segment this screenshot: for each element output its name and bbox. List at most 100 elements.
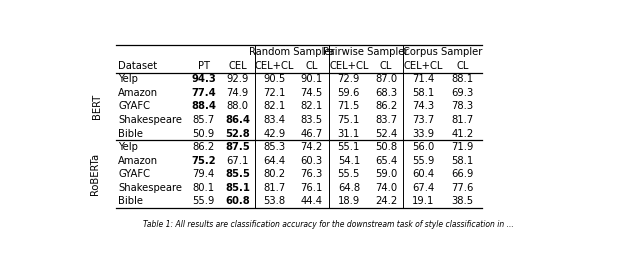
Text: 52.4: 52.4 (375, 129, 397, 139)
Text: Amazon: Amazon (118, 156, 158, 166)
Text: 82.1: 82.1 (301, 102, 323, 111)
Text: GYAFC: GYAFC (118, 102, 150, 111)
Text: 81.7: 81.7 (263, 183, 285, 193)
Text: 77.6: 77.6 (451, 183, 474, 193)
Text: 85.3: 85.3 (264, 142, 285, 152)
Text: 86.2: 86.2 (375, 102, 397, 111)
Text: 72.9: 72.9 (338, 74, 360, 84)
Text: 83.5: 83.5 (301, 115, 323, 125)
Text: 88.1: 88.1 (451, 74, 474, 84)
Text: 58.1: 58.1 (412, 88, 435, 98)
Text: 60.8: 60.8 (225, 196, 250, 206)
Text: 87.0: 87.0 (375, 74, 397, 84)
Text: 58.1: 58.1 (451, 156, 474, 166)
Text: 42.9: 42.9 (263, 129, 285, 139)
Text: Shakespeare: Shakespeare (118, 115, 182, 125)
Text: 59.6: 59.6 (338, 88, 360, 98)
Text: 79.4: 79.4 (193, 169, 214, 179)
Text: 46.7: 46.7 (301, 129, 323, 139)
Text: CL: CL (380, 61, 392, 71)
Text: RoBERTa: RoBERTa (90, 153, 100, 195)
Text: 64.8: 64.8 (338, 183, 360, 193)
Text: 24.2: 24.2 (375, 196, 397, 206)
Text: 53.8: 53.8 (264, 196, 285, 206)
Text: 86.2: 86.2 (193, 142, 214, 152)
Text: 44.4: 44.4 (301, 196, 323, 206)
Text: 77.4: 77.4 (191, 88, 216, 98)
Text: Dataset: Dataset (118, 61, 157, 71)
Text: 67.1: 67.1 (227, 156, 249, 166)
Text: 90.5: 90.5 (263, 74, 285, 84)
Text: 73.7: 73.7 (412, 115, 435, 125)
Text: 74.5: 74.5 (301, 88, 323, 98)
Text: 83.4: 83.4 (264, 115, 285, 125)
Text: 92.9: 92.9 (227, 74, 249, 84)
Text: Bible: Bible (118, 129, 143, 139)
Text: 74.9: 74.9 (227, 88, 248, 98)
Text: 33.9: 33.9 (412, 129, 435, 139)
Text: 81.7: 81.7 (451, 115, 474, 125)
Text: 50.8: 50.8 (375, 142, 397, 152)
Text: 72.1: 72.1 (263, 88, 285, 98)
Text: Corpus Sampler: Corpus Sampler (403, 47, 483, 57)
Text: 56.0: 56.0 (412, 142, 435, 152)
Text: Random Sampler: Random Sampler (249, 47, 335, 57)
Text: 52.8: 52.8 (225, 129, 250, 139)
Text: Bible: Bible (118, 196, 143, 206)
Text: CEL+CL: CEL+CL (255, 61, 294, 71)
Text: 74.3: 74.3 (412, 102, 435, 111)
Text: 74.2: 74.2 (301, 142, 323, 152)
Text: 60.4: 60.4 (412, 169, 435, 179)
Text: 80.2: 80.2 (264, 169, 285, 179)
Text: GYAFC: GYAFC (118, 169, 150, 179)
Text: 54.1: 54.1 (338, 156, 360, 166)
Text: 67.4: 67.4 (412, 183, 435, 193)
Text: 76.3: 76.3 (301, 169, 323, 179)
Text: 38.5: 38.5 (451, 196, 474, 206)
Text: 66.9: 66.9 (451, 169, 474, 179)
Text: PT: PT (198, 61, 209, 71)
Text: 60.3: 60.3 (301, 156, 323, 166)
Text: 41.2: 41.2 (451, 129, 474, 139)
Text: 68.3: 68.3 (375, 88, 397, 98)
Text: 55.1: 55.1 (338, 142, 360, 152)
Text: BERT: BERT (92, 94, 102, 119)
Text: 75.1: 75.1 (338, 115, 360, 125)
Text: 74.0: 74.0 (375, 183, 397, 193)
Text: Yelp: Yelp (118, 74, 138, 84)
Text: 83.7: 83.7 (375, 115, 397, 125)
Text: 18.9: 18.9 (338, 196, 360, 206)
Text: Amazon: Amazon (118, 88, 158, 98)
Text: 50.9: 50.9 (193, 129, 214, 139)
Text: CL: CL (456, 61, 468, 71)
Text: 76.1: 76.1 (300, 183, 323, 193)
Text: 82.1: 82.1 (263, 102, 285, 111)
Text: CEL+CL: CEL+CL (329, 61, 369, 71)
Text: 87.5: 87.5 (225, 142, 250, 152)
Text: 88.0: 88.0 (227, 102, 248, 111)
Text: 71.9: 71.9 (451, 142, 474, 152)
Text: 19.1: 19.1 (412, 196, 435, 206)
Text: Yelp: Yelp (118, 142, 138, 152)
Text: 55.9: 55.9 (192, 196, 214, 206)
Text: 78.3: 78.3 (451, 102, 474, 111)
Text: 64.4: 64.4 (264, 156, 285, 166)
Text: CEL+CL: CEL+CL (404, 61, 443, 71)
Text: CEL: CEL (228, 61, 247, 71)
Text: 55.5: 55.5 (338, 169, 360, 179)
Text: 90.1: 90.1 (301, 74, 323, 84)
Text: 94.3: 94.3 (191, 74, 216, 84)
Text: 86.4: 86.4 (225, 115, 250, 125)
Text: 85.7: 85.7 (193, 115, 214, 125)
Text: 65.4: 65.4 (375, 156, 397, 166)
Text: 59.0: 59.0 (375, 169, 397, 179)
Text: 55.9: 55.9 (412, 156, 435, 166)
Text: Table 1: All results are classification accuracy for the downstream task of styl: Table 1: All results are classification … (143, 220, 513, 229)
Text: 75.2: 75.2 (191, 156, 216, 166)
Text: 31.1: 31.1 (338, 129, 360, 139)
Text: Shakespeare: Shakespeare (118, 183, 182, 193)
Text: Pairwise Sampler: Pairwise Sampler (323, 47, 409, 57)
Text: 80.1: 80.1 (193, 183, 214, 193)
Text: 85.5: 85.5 (225, 169, 250, 179)
Text: CL: CL (305, 61, 318, 71)
